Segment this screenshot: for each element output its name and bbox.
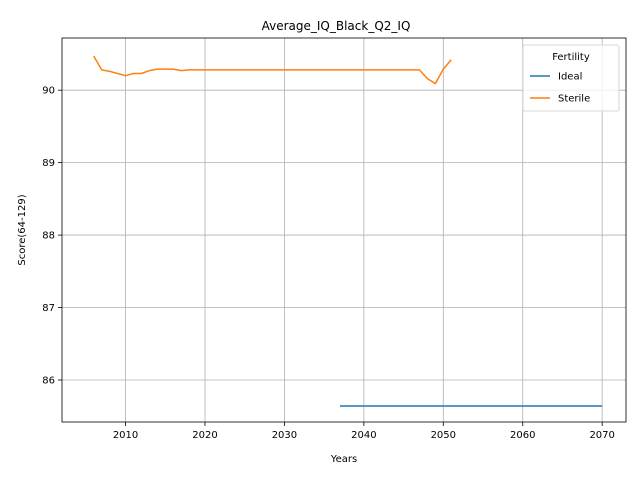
legend-label-ideal: Ideal (558, 72, 582, 83)
series-lines (93, 55, 603, 407)
y-tick-label: 87 (42, 303, 55, 314)
x-tick-label: 2060 (510, 430, 535, 441)
x-tick-label: 2050 (431, 430, 456, 441)
x-tick-label: 2070 (589, 430, 614, 441)
y-tick-label: 86 (42, 375, 55, 386)
x-axis-label: Years (330, 454, 357, 465)
legend-label-sterile: Sterile (558, 94, 590, 105)
x-tick-label: 2010 (113, 430, 138, 441)
chart-title: Average_IQ_Black_Q2_IQ (262, 19, 411, 33)
legend-box (522, 44, 620, 112)
y-tick-label: 88 (42, 231, 55, 242)
x-tick-label: 2040 (351, 430, 376, 441)
plot-frame (61, 37, 627, 423)
y-tick-label: 89 (42, 158, 55, 169)
legend: Fertility Ideal Sterile (522, 44, 620, 112)
y-axis-label: Score(64-129) (17, 194, 28, 265)
x-tick-label: 2020 (192, 430, 217, 441)
y-tick-label: 90 (42, 86, 55, 97)
x-axis-ticks: 2010 2020 2030 2040 2050 2060 2070 (113, 422, 615, 441)
legend-title: Fertility (552, 52, 590, 63)
grid (62, 38, 626, 422)
x-tick-label: 2030 (272, 430, 297, 441)
y-axis-ticks: 86 87 88 89 90 (42, 86, 62, 386)
series-line-sterile (93, 55, 452, 85)
